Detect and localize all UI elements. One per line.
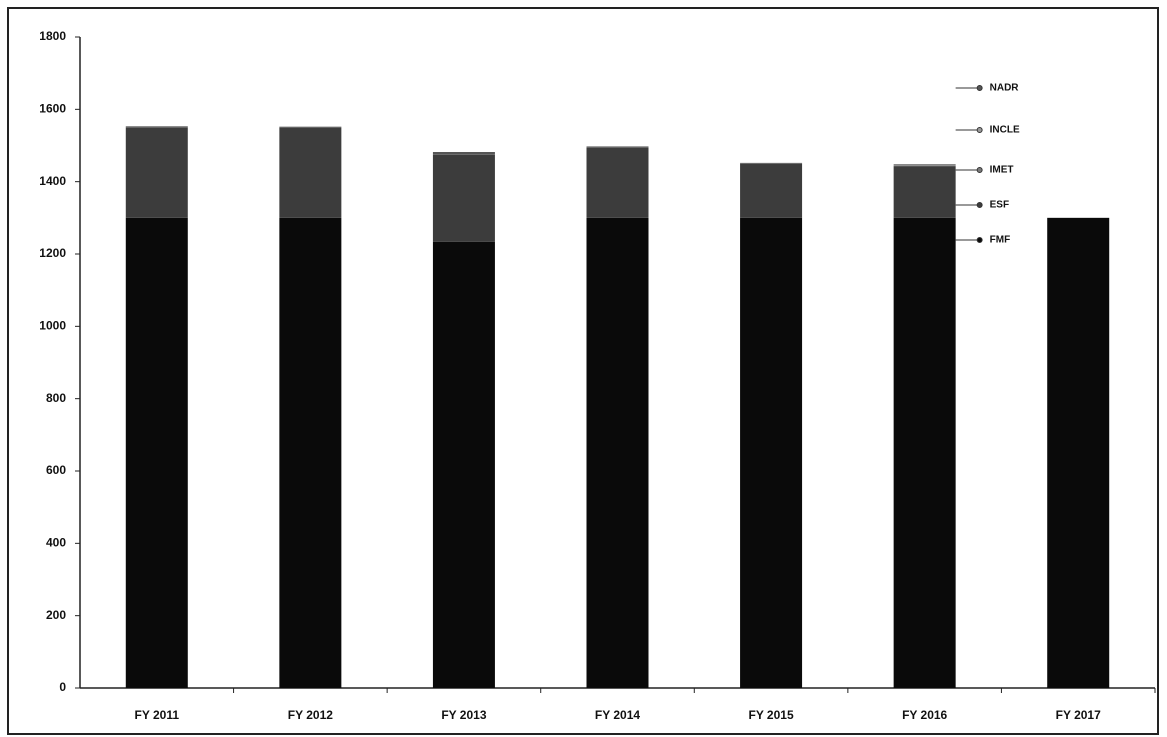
x-tick-label: FY 2011 [135,708,180,722]
y-tick-label: 200 [46,608,66,622]
y-tick-label: 1600 [39,102,66,116]
legend-dot [976,85,983,91]
x-tick-label: FY 2013 [441,708,486,722]
x-tick-label: FY 2014 [595,708,640,722]
bar-segment [893,164,956,166]
legend-label: NADR [990,83,1020,94]
legend-label: ESF [990,200,1009,211]
y-tick-label: 400 [46,536,66,550]
legend-dot [976,202,983,208]
legend-label: IMET [990,165,1014,176]
bar-segment [279,217,342,689]
bar-segment [586,217,649,689]
bar-segment [740,163,803,218]
bar-segment [432,154,495,242]
bar-segment [432,152,495,155]
bar-segment [740,217,803,689]
y-tick-label: 800 [46,391,66,405]
bar-segment [1047,217,1110,689]
bar-segment [586,147,649,218]
y-tick-label: 1000 [39,319,66,333]
bar-segment [740,162,803,164]
y-tick-label: 1200 [39,246,66,260]
chart-frame [7,7,1159,735]
bar-segment [432,241,495,688]
y-tick-label: 0 [59,680,66,694]
x-tick-label: FY 2015 [748,708,793,722]
y-tick-label: 1400 [39,174,66,188]
bar-segment [893,165,956,167]
x-tick-label: FY 2016 [902,708,947,722]
bar-segment [125,127,188,218]
bar-segment [279,127,342,218]
x-tick-label: FY 2012 [288,708,333,722]
y-tick-label: 1800 [39,29,66,43]
legend-dot [976,127,983,133]
bar-segment [125,217,188,689]
bar-segment [893,217,956,689]
legend-label: FMF [990,235,1011,246]
legend-dot [976,237,983,243]
bar-segment [893,166,956,218]
x-tick-label: FY 2017 [1056,708,1101,722]
legend-dot [976,167,983,173]
legend-label: INCLE [990,125,1020,136]
y-tick-label: 600 [46,463,66,477]
bar-segment [125,126,188,128]
